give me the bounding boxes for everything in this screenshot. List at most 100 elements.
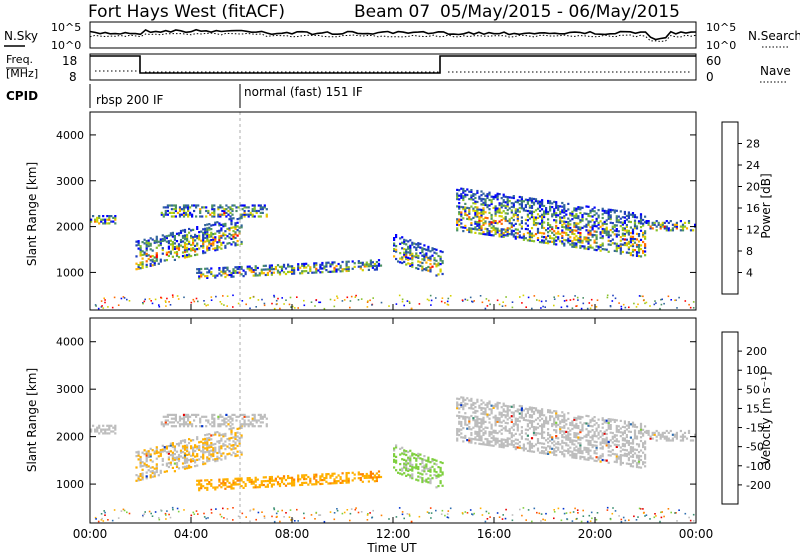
power-cell (206, 276, 209, 279)
power-cell (644, 237, 647, 240)
nsky-label: N.Sky (4, 29, 38, 43)
power-cell (409, 248, 412, 251)
power-cell (206, 236, 209, 239)
velocity-cell (605, 459, 608, 462)
power-cell (333, 270, 336, 273)
power-cell (607, 210, 610, 213)
velocity-cell (96, 428, 99, 431)
velocity-cell (494, 422, 497, 425)
power-cell (506, 201, 509, 204)
power-cell (569, 243, 572, 246)
velocity-cell (553, 453, 556, 456)
velocity-cell (202, 449, 205, 452)
velocity-cell (165, 447, 168, 450)
velocity-cell (595, 459, 598, 463)
power-cell (409, 246, 412, 249)
velocity-cell (494, 418, 497, 421)
power-cell (490, 223, 493, 226)
velocity-cell (543, 419, 546, 423)
velocity-cell (571, 424, 574, 427)
power-cell (642, 240, 645, 244)
power-cell (587, 220, 590, 223)
power-cell (545, 300, 547, 302)
velocity-cell (651, 437, 654, 440)
velocity-cell (490, 433, 493, 436)
velocity-cell (576, 509, 579, 511)
velocity-cell (439, 482, 442, 485)
power-cell (516, 215, 519, 218)
power-cell (212, 242, 215, 245)
power-cell (675, 223, 678, 226)
noise-panel: N.Sky N.Search 10^5 10^0 10^5 10^0 (4, 21, 800, 52)
velocity-cell (642, 442, 645, 445)
power-cell (536, 222, 540, 225)
velocity-cell (631, 446, 635, 449)
power-cell (258, 272, 261, 275)
velocity-cell (629, 449, 632, 452)
power-cell (278, 271, 282, 274)
power-cell (549, 235, 552, 238)
power-cell (234, 271, 237, 274)
power-cell (526, 202, 529, 205)
power-cell (645, 221, 648, 224)
power-cell (409, 244, 412, 247)
velocity-cell (98, 426, 101, 429)
velocity-cell (553, 448, 556, 451)
power-cell (166, 204, 169, 207)
power-cell (233, 204, 236, 207)
power-cell (220, 223, 223, 226)
power-cell (595, 219, 598, 222)
velocity-cell (514, 410, 517, 413)
velocity-cell (191, 413, 194, 416)
velocity-cell (393, 447, 396, 450)
power-cell (605, 222, 608, 226)
power-cell (573, 225, 576, 228)
power-cell (139, 263, 142, 266)
power-cell (405, 252, 408, 255)
velocity-cell (514, 419, 517, 422)
velocity-cell (486, 518, 489, 520)
velocity-cell (528, 406, 531, 409)
power-cell (139, 261, 142, 264)
velocity-cell (617, 425, 620, 428)
velocity-cell (480, 424, 483, 427)
time-x-axis: 00:00 04:00 08:00 12:00 16:00 20:00 00:00 (73, 304, 713, 541)
velocity-cell (249, 520, 251, 523)
power-cell (212, 223, 215, 227)
velocity-cell (591, 419, 594, 422)
power-cell (514, 222, 517, 225)
velocity-cell (401, 452, 404, 455)
power-cell (526, 215, 529, 218)
power-cell (341, 268, 344, 271)
power-cell (597, 214, 600, 217)
velocity-cell (162, 423, 165, 426)
velocity-cell (689, 519, 692, 522)
velocity-cell (613, 420, 616, 423)
velocity-cell (460, 422, 463, 426)
power-cell (571, 232, 574, 235)
velocity-cell (229, 425, 232, 428)
velocity-cell (206, 488, 209, 491)
velocity-cell (206, 450, 209, 453)
power-cell (159, 243, 162, 247)
velocity-cell (284, 484, 288, 487)
velocity-cell (405, 453, 408, 457)
power-cell (494, 196, 497, 199)
velocity-cell (173, 453, 176, 456)
velocity-cell (228, 446, 231, 450)
velocity-cell (591, 425, 594, 428)
velocity-cell (143, 464, 146, 467)
velocity-cell (589, 430, 592, 433)
power-cell (500, 211, 503, 214)
power-cell (587, 236, 590, 240)
velocity-cell (210, 443, 213, 447)
power-cell (266, 268, 269, 271)
power-cell (268, 264, 271, 267)
velocity-cell (575, 449, 578, 452)
power-cell (470, 190, 473, 193)
power-cell (474, 211, 477, 214)
power-cell (621, 221, 624, 224)
velocity-cell (512, 404, 515, 407)
velocity-cell (419, 453, 422, 456)
velocity-cell (684, 512, 687, 515)
